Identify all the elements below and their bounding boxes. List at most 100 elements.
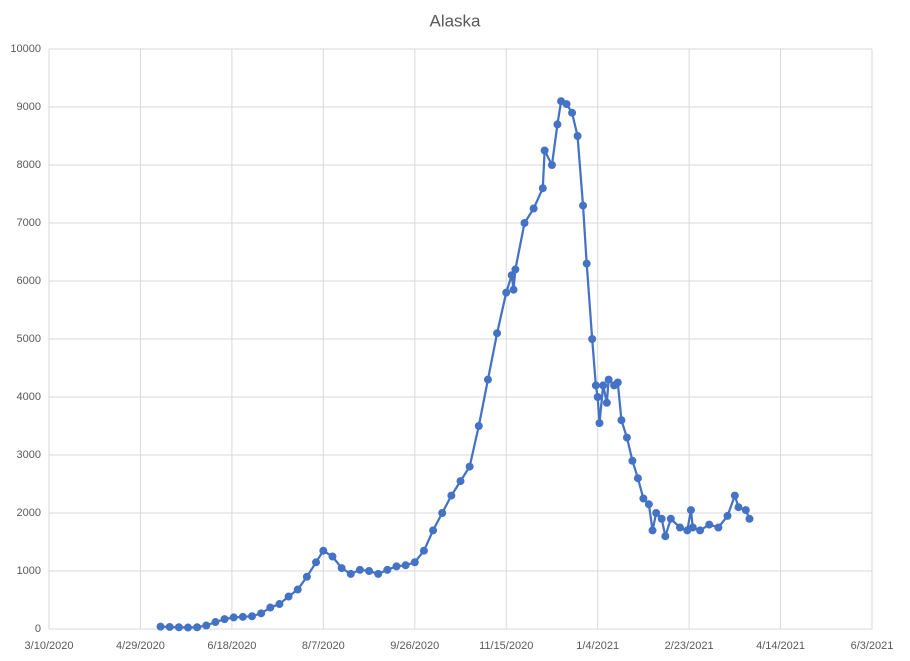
data-point: [568, 108, 577, 117]
data-point: [248, 612, 257, 621]
y-tick-label: 3000: [17, 449, 41, 461]
x-tick-label: 8/7/2020: [302, 640, 345, 652]
data-point: [502, 288, 511, 297]
x-tick-label: 6/18/2020: [207, 640, 256, 652]
x-tick-label: 4/14/2021: [756, 640, 805, 652]
data-point: [745, 514, 754, 523]
data-point: [174, 623, 183, 632]
y-tick-label: 5000: [17, 333, 41, 345]
data-point: [346, 569, 355, 578]
data-point: [202, 621, 211, 630]
data-point: [723, 511, 732, 520]
data-point: [293, 585, 302, 594]
data-point: [266, 603, 275, 612]
y-tick-label: 10000: [10, 43, 41, 55]
data-point: [383, 565, 392, 574]
data-point: [582, 259, 591, 268]
data-point: [591, 381, 600, 390]
data-point: [593, 393, 602, 401]
y-tick-label: 1000: [17, 565, 41, 577]
data-point: [165, 622, 174, 631]
y-tick-label: 4000: [17, 391, 41, 403]
y-tick-label: 6000: [17, 275, 41, 287]
data-point: [193, 623, 202, 632]
data-point: [602, 398, 611, 407]
data-point: [714, 523, 723, 532]
data-point: [419, 546, 428, 555]
data-point: [220, 615, 229, 624]
data-point: [328, 552, 337, 561]
data-point: [741, 506, 750, 515]
data-point: [730, 491, 739, 500]
data-point: [410, 558, 419, 567]
data-point: [483, 375, 492, 384]
data-point: [520, 219, 529, 227]
data-point: [509, 285, 518, 294]
data-point: [507, 271, 516, 280]
data-point: [648, 526, 657, 535]
y-tick-label: 2000: [17, 507, 41, 519]
chart-title: Alaska: [429, 11, 481, 30]
data-point: [312, 558, 321, 567]
y-tick-label: 9000: [17, 101, 41, 113]
data-point: [429, 526, 438, 535]
data-point: [644, 500, 653, 509]
data-point: [319, 546, 328, 555]
data-point: [622, 433, 631, 442]
data-point: [284, 592, 293, 601]
data-point: [628, 456, 637, 465]
data-point: [401, 561, 410, 570]
data-point: [493, 329, 502, 338]
x-tick-label: 1/4/2021: [576, 640, 619, 652]
data-point: [588, 335, 597, 343]
data-point: [599, 381, 608, 390]
data-point: [211, 618, 220, 627]
data-point: [686, 506, 695, 515]
data-point: [666, 514, 675, 523]
data-point: [355, 565, 364, 574]
data-point: [538, 184, 547, 193]
data-point: [579, 201, 588, 210]
data-point: [613, 378, 622, 387]
y-tick-label: 8000: [17, 159, 41, 171]
data-point: [275, 600, 284, 609]
data-point: [438, 509, 447, 517]
data-point: [553, 120, 562, 129]
data-point: [661, 532, 670, 541]
data-point: [447, 491, 456, 500]
data-point: [183, 623, 192, 632]
y-tick-label: 0: [35, 623, 41, 635]
data-point: [529, 204, 538, 213]
data-point: [633, 474, 642, 483]
data-point: [617, 416, 626, 425]
data-point: [456, 477, 465, 486]
data-point: [604, 375, 613, 384]
data-point: [337, 564, 346, 573]
data-point: [374, 569, 383, 578]
data-point: [540, 146, 549, 155]
x-tick-label: 4/29/2020: [116, 640, 165, 652]
x-tick-label: 2/23/2021: [665, 640, 714, 652]
data-point: [595, 419, 604, 428]
x-tick-label: 3/10/2020: [25, 640, 74, 652]
data-point: [511, 265, 520, 274]
data-point: [675, 523, 684, 532]
data-point: [562, 100, 571, 109]
x-tick-label: 11/15/2020: [479, 640, 533, 652]
data-point: [652, 509, 661, 517]
data-point: [365, 567, 374, 575]
data-point: [696, 526, 705, 535]
data-point: [688, 523, 697, 532]
x-tick-label: 6/3/2021: [851, 640, 894, 652]
x-tick-label: 9/26/2020: [390, 640, 439, 652]
series-line: [160, 100, 751, 629]
data-point: [465, 462, 474, 471]
data-point: [657, 514, 666, 523]
y-tick-label: 7000: [17, 217, 41, 229]
data-point: [547, 161, 556, 169]
data-point: [734, 503, 743, 512]
data-point: [229, 613, 238, 622]
data-point: [238, 612, 247, 621]
data-point: [257, 609, 266, 618]
